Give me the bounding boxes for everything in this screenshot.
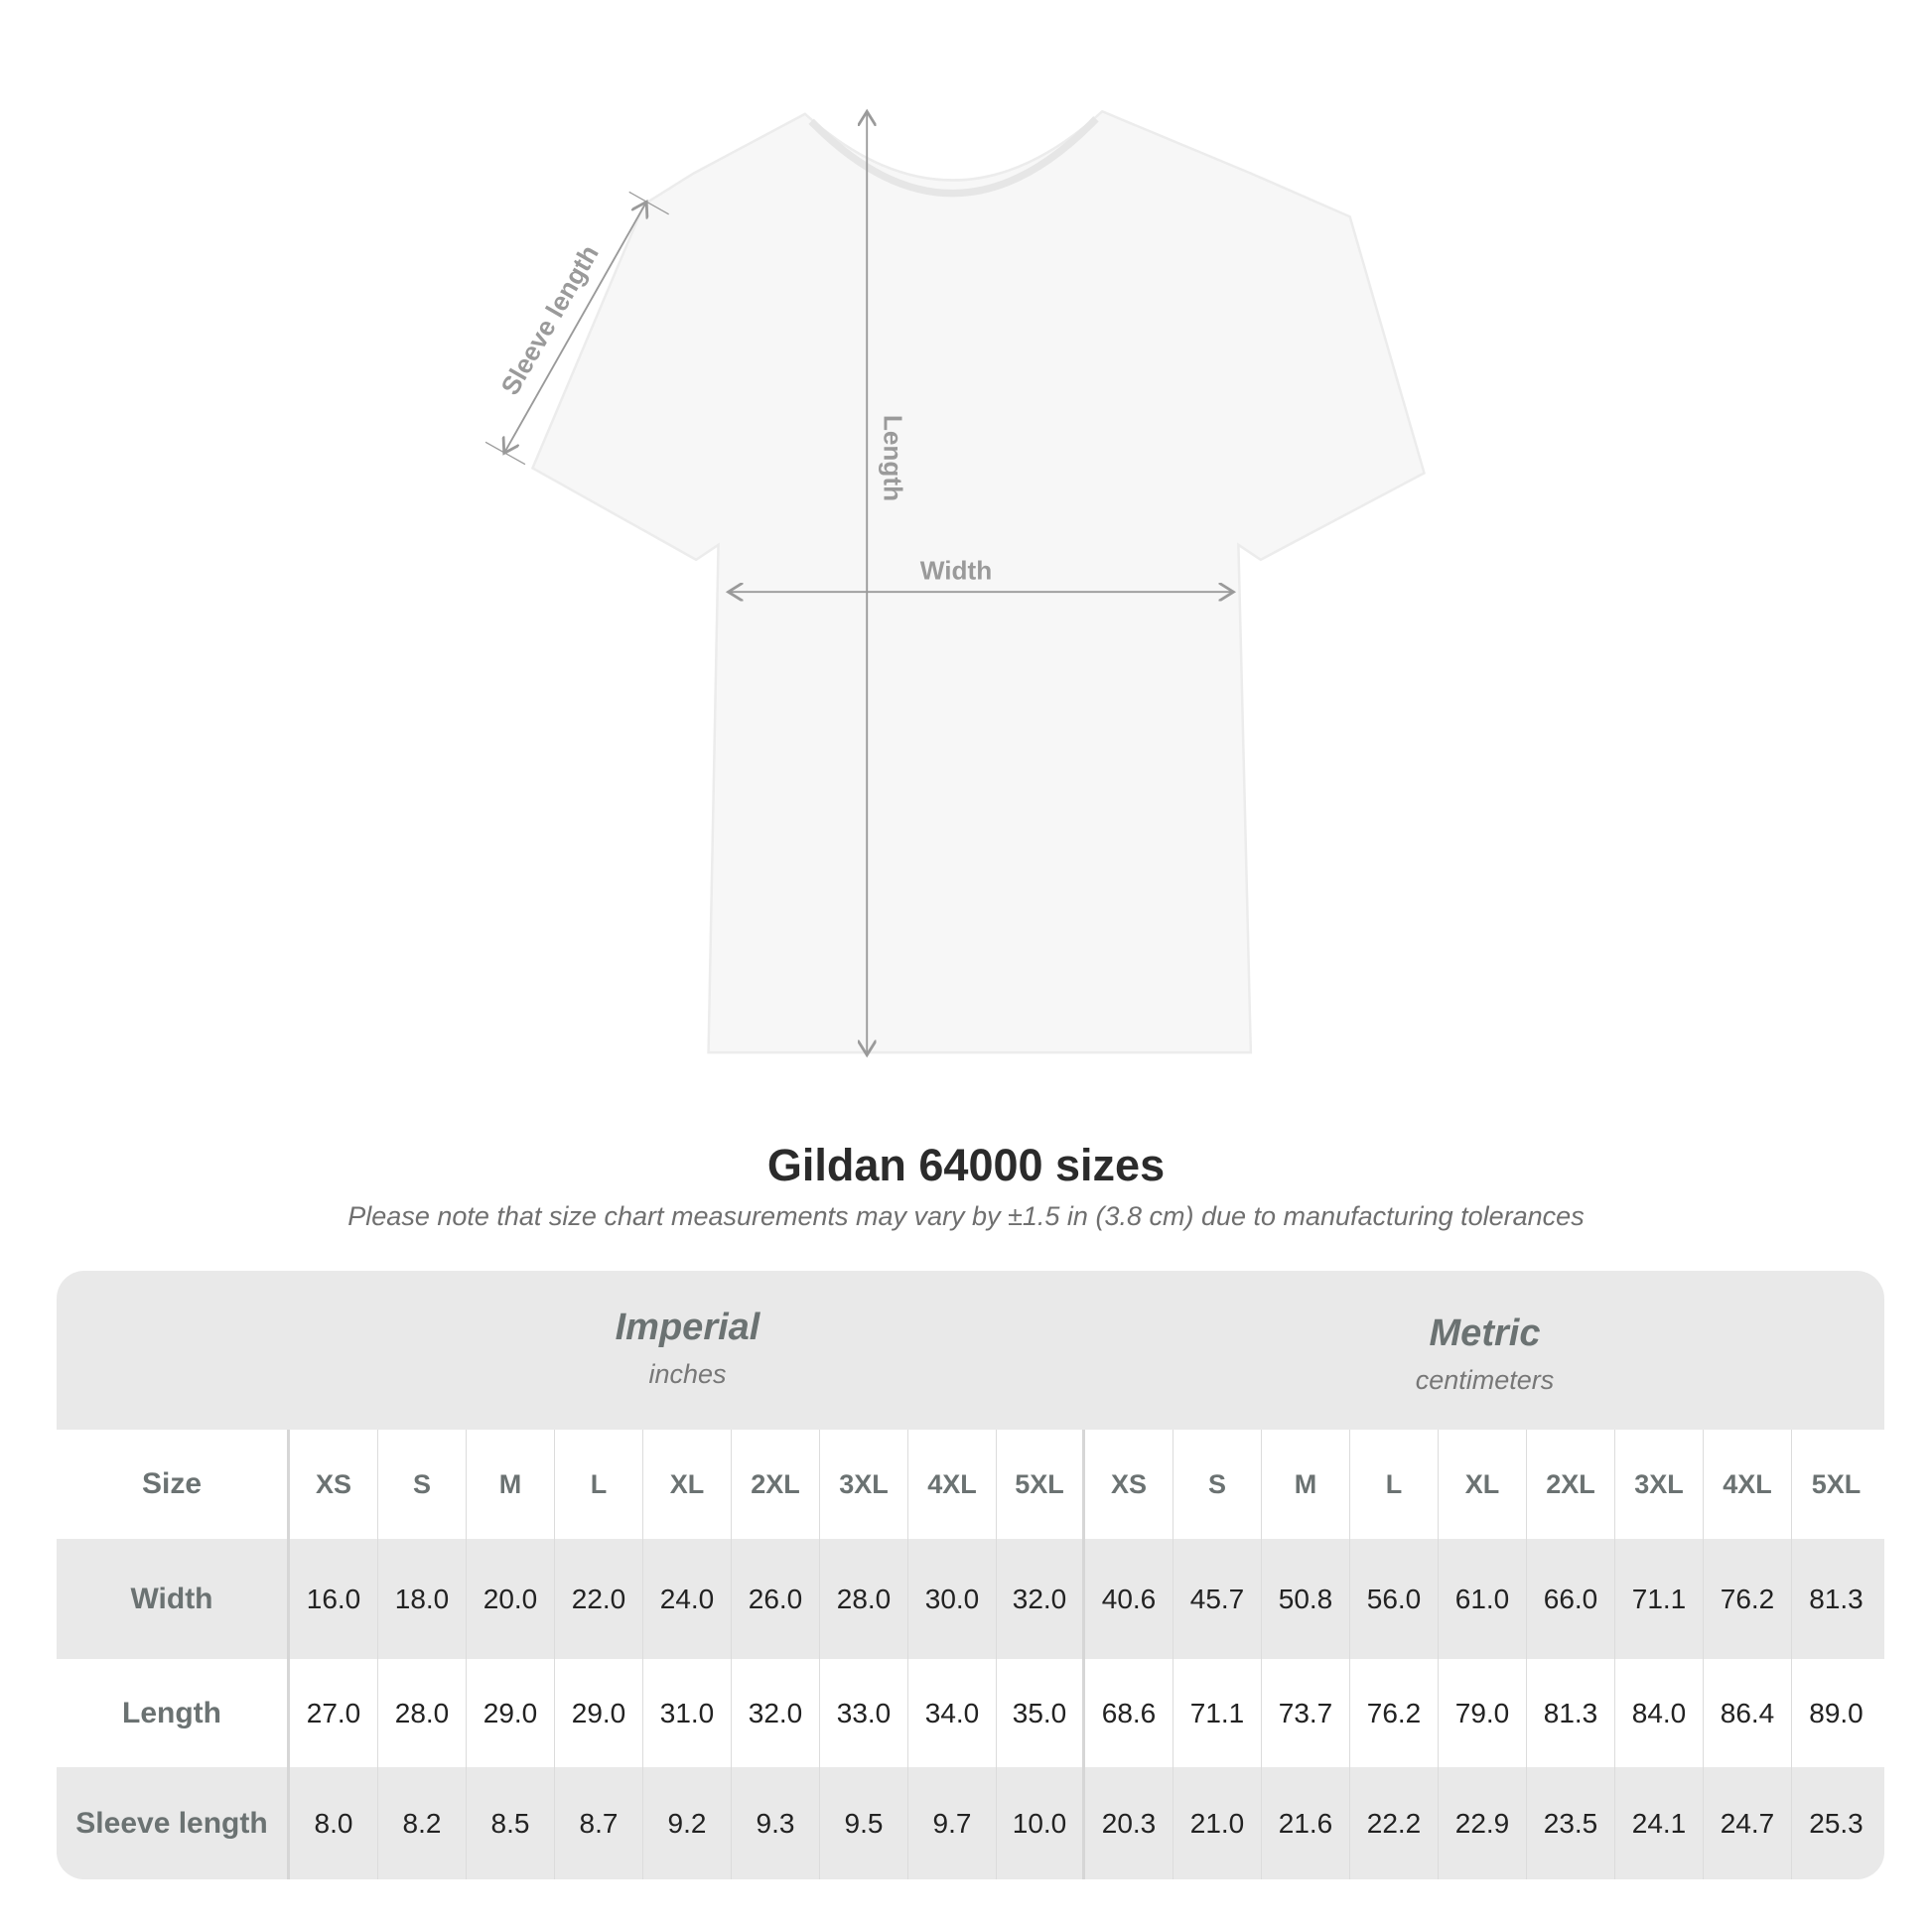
size-header-cell: XL: [643, 1430, 732, 1539]
table-cell: 29.0: [467, 1659, 555, 1767]
table-cell: 30.0: [908, 1539, 997, 1659]
table-cell: 21.6: [1262, 1767, 1350, 1879]
table-cell: 34.0: [908, 1659, 997, 1767]
table-cell: 20.3: [1085, 1767, 1173, 1879]
table-cell: 25.3: [1809, 1807, 1863, 1839]
collar: [808, 116, 1099, 198]
table-cell: 40.6: [1085, 1539, 1173, 1659]
size-header-cell: 4XL: [908, 1430, 997, 1539]
size-header-cell: M: [1262, 1430, 1350, 1539]
table-cell: 18.0: [378, 1539, 467, 1659]
table-cell: 28.0: [378, 1659, 467, 1767]
table-cell: 8.2: [378, 1767, 467, 1879]
size-header-cell: S: [378, 1430, 467, 1539]
chart-title: Gildan 64000 sizes: [766, 1140, 1166, 1190]
metric-unit: centimeters: [1415, 1365, 1555, 1395]
table-cell: 89.0: [1809, 1697, 1863, 1728]
size-header-row: Size XS S M L XL 2XL 3XL 4XL 5XL XS S M L XL 2XL 3XL 4XL 5…: [57, 1430, 1884, 1539]
table-cell: 81.3: [1527, 1659, 1615, 1767]
table-cell: 8.5: [467, 1767, 555, 1879]
table-row: Width 16.0 18.0 20.0 22.0 24.0 26.0 28.0 30.0 32.…: [57, 1539, 1884, 1659]
tolerance-note: Please note that size chart measurements…: [347, 1201, 1585, 1231]
row-label: Sleeve length: [57, 1767, 290, 1879]
table-cell: 79.0: [1439, 1659, 1527, 1767]
table-cell: 8.7: [555, 1767, 643, 1879]
tshirt-diagram: Sleeve length Length Width: [484, 0, 1426, 1362]
table-cell: 21.0: [1173, 1767, 1262, 1879]
table-cell: 61.0: [1439, 1539, 1527, 1659]
length-label: Length: [879, 415, 908, 501]
metric-label: Metric: [1429, 1312, 1541, 1354]
table-cell: 32.0: [997, 1539, 1085, 1659]
imperial-unit: inches: [648, 1359, 727, 1389]
size-header-cell: 5XL: [1811, 1468, 1862, 1499]
size-header-cell: 4XL: [1704, 1430, 1792, 1539]
row-label: Size: [57, 1430, 290, 1539]
width-label: Width: [920, 556, 992, 586]
size-header-cell: 2XL: [1527, 1430, 1615, 1539]
sleeve-tick: [484, 441, 526, 466]
size-table: Imperial inches Metric centimeters Size X…: [57, 1271, 1884, 1879]
table-cell: 26.0: [732, 1539, 820, 1659]
size-header-cell: XL: [1439, 1430, 1527, 1539]
table-cell: 76.2: [1704, 1539, 1792, 1659]
table-cell: 24.0: [643, 1539, 732, 1659]
table-cell: 8.0: [290, 1767, 378, 1879]
size-header-cell: 2XL: [732, 1430, 820, 1539]
table-cell: 66.0: [1527, 1539, 1615, 1659]
row-label: Length: [57, 1659, 290, 1767]
table-cell: 16.0: [290, 1539, 378, 1659]
table-cell: 20.0: [467, 1539, 555, 1659]
size-header-cell: XS: [1085, 1430, 1173, 1539]
size-header-cell: L: [1350, 1430, 1439, 1539]
table-cell: 24.7: [1704, 1767, 1792, 1879]
table-cell: 28.0: [820, 1539, 908, 1659]
table-cell: 71.1: [1173, 1659, 1262, 1767]
table-cell: 33.0: [820, 1659, 908, 1767]
size-header-cell: 3XL: [820, 1430, 908, 1539]
size-header-cell: 5XL: [997, 1430, 1085, 1539]
table-cell: 35.0: [997, 1659, 1085, 1767]
table-cell: 56.0: [1350, 1539, 1439, 1659]
table-cell: 22.2: [1350, 1767, 1439, 1879]
table-cell: 10.0: [997, 1767, 1085, 1879]
table-cell: 24.1: [1615, 1767, 1704, 1879]
size-header-cell: L: [555, 1430, 643, 1539]
size-header-cell: XS: [290, 1430, 378, 1539]
table-cell: 32.0: [732, 1659, 820, 1767]
table-row: Length 27.0 28.0 29.0 29.0 31.0 32.0 33.0 34.0 35…: [57, 1659, 1884, 1767]
row-label: Width: [57, 1539, 290, 1659]
size-header-cell: S: [1173, 1430, 1262, 1539]
table-cell: 50.8: [1262, 1539, 1350, 1659]
imperial-header: Imperial inches: [290, 1271, 1085, 1465]
table-cell: 9.7: [908, 1767, 997, 1879]
table-cell: 9.3: [732, 1767, 820, 1879]
table-cell: 29.0: [555, 1659, 643, 1767]
table-cell: 31.0: [643, 1659, 732, 1767]
table-cell: 22.9: [1439, 1767, 1527, 1879]
table-cell: 22.0: [555, 1539, 643, 1659]
table-cell: 81.3: [1809, 1583, 1863, 1614]
table-cell: 23.5: [1527, 1767, 1615, 1879]
size-header-cell: 3XL: [1615, 1430, 1704, 1539]
table-row: Sleeve length 8.0 8.2 8.5 8.7 9.2 9.3 9.5 9.7 10.…: [57, 1767, 1884, 1879]
table-cell: 86.4: [1704, 1659, 1792, 1767]
table-cell: 45.7: [1173, 1539, 1262, 1659]
table-cell: 84.0: [1615, 1659, 1704, 1767]
tshirt-shape: [530, 109, 1426, 1054]
size-header-cell: M: [467, 1430, 555, 1539]
sleeve-arrow: [504, 202, 646, 453]
table-cell: 71.1: [1615, 1539, 1704, 1659]
imperial-label: Imperial: [615, 1307, 760, 1348]
table-cell: 76.2: [1350, 1659, 1439, 1767]
metric-header: Metric centimeters: [1085, 1271, 1884, 1471]
table-cell: 27.0: [290, 1659, 378, 1767]
table-cell: 68.6: [1085, 1659, 1173, 1767]
table-cell: 9.5: [820, 1767, 908, 1879]
sleeve-tick: [628, 191, 669, 215]
table-cell: 9.2: [643, 1767, 732, 1879]
table-cell: 73.7: [1262, 1659, 1350, 1767]
